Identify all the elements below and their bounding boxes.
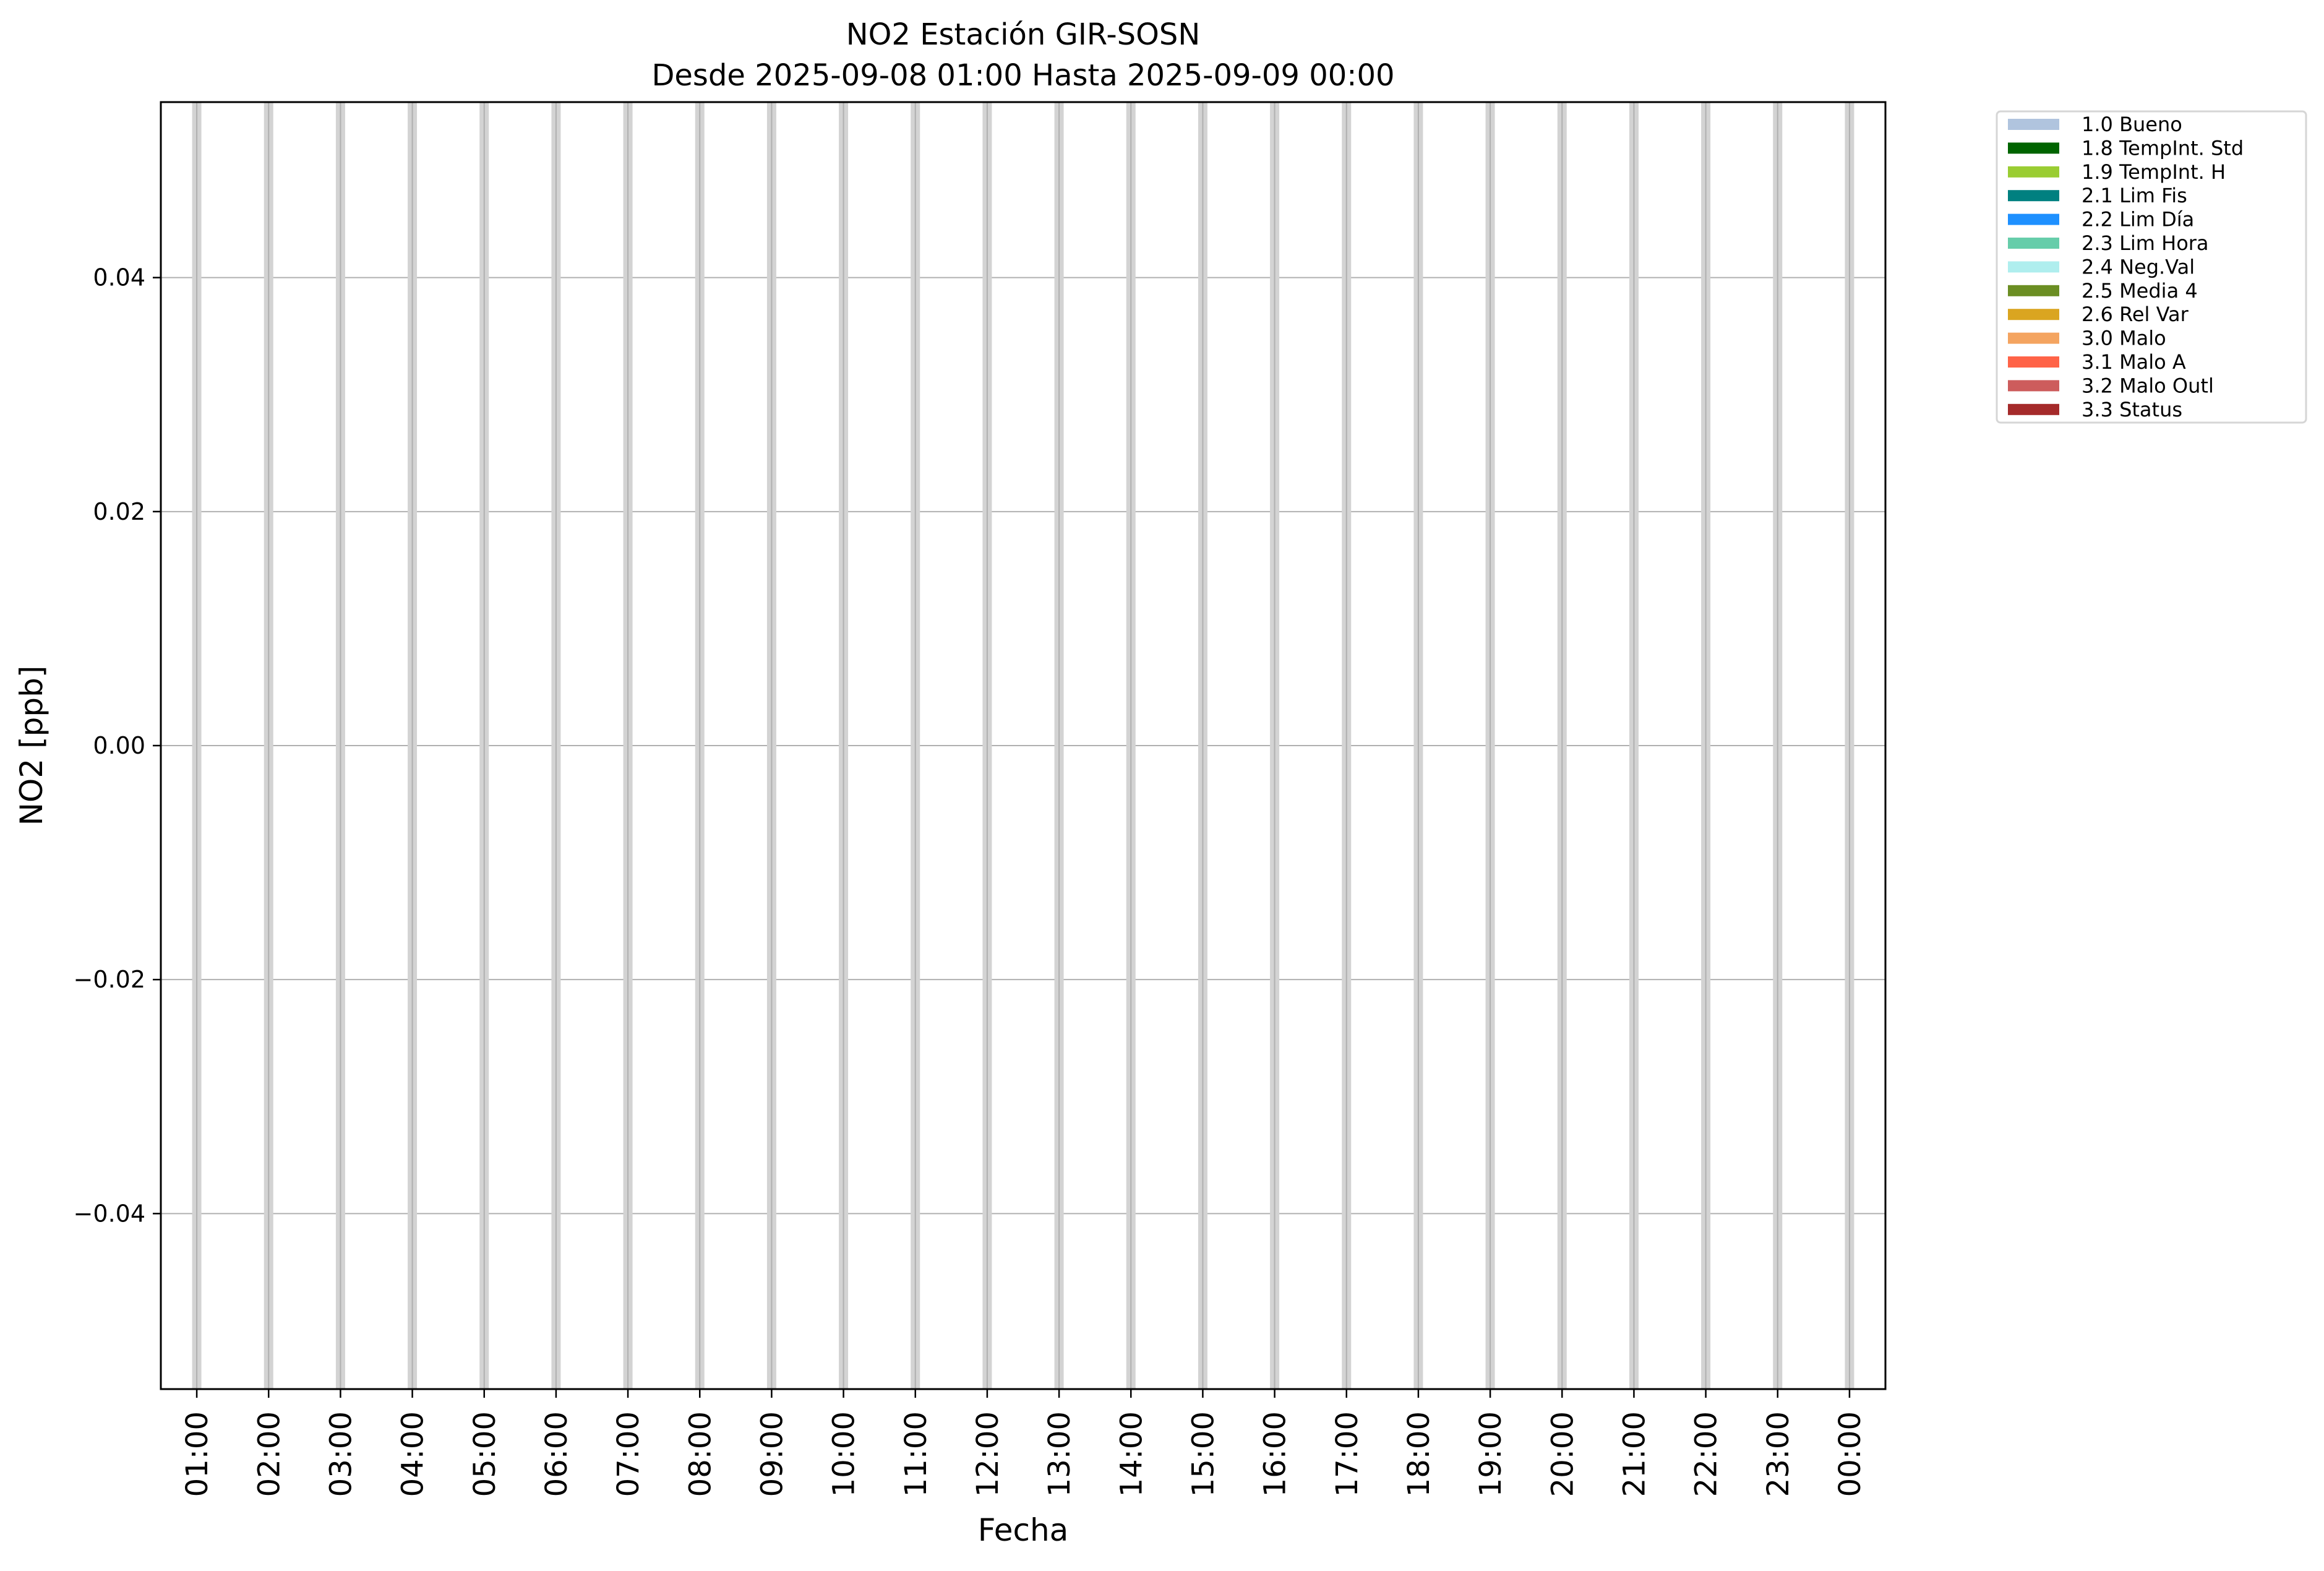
- y-tick-label: −0.02: [74, 966, 145, 993]
- chart-title: NO2 Estación GIR-SOSN: [846, 17, 1201, 52]
- legend-swatch: [2008, 356, 2059, 368]
- y-tick-label: −0.04: [74, 1200, 145, 1227]
- plot-area: −0.04 −0.02 0.00 0.02 0.04 01:00 02:00 03:00 04:…: [74, 101, 1887, 1497]
- legend-label: 1.9 TempInt. H: [2082, 160, 2226, 184]
- chart-subtitle: Desde 2025-09-08 01:00 Hasta 2025-09-09 …: [651, 58, 1394, 93]
- x-tick-label: 23:00: [1761, 1411, 1796, 1497]
- x-tick-label: 07:00: [611, 1411, 646, 1497]
- x-tick-label: 09:00: [755, 1411, 789, 1497]
- y-tick-label: 0.02: [93, 498, 145, 525]
- legend-swatch: [2008, 285, 2059, 296]
- legend-swatch: [2008, 238, 2059, 249]
- legend-swatch: [2008, 166, 2059, 178]
- x-tick-label: 22:00: [1689, 1411, 1724, 1497]
- y-tick-label: 0.00: [93, 732, 145, 759]
- legend-label: 2.5 Media 4: [2082, 279, 2198, 303]
- legend-label: 2.4 Neg.Val: [2082, 255, 2195, 278]
- x-tick-label: 00:00: [1833, 1411, 1867, 1497]
- legend-swatch: [2008, 261, 2059, 273]
- legend-label: 1.8 TempInt. Std: [2082, 136, 2244, 160]
- y-tick-label: 0.04: [93, 264, 145, 291]
- x-tick-label: 13:00: [1042, 1411, 1077, 1497]
- legend-label: 1.0 Bueno: [2082, 113, 2182, 136]
- x-tick-label: 06:00: [539, 1411, 574, 1497]
- axes-frame: [160, 101, 1887, 1390]
- x-tick-label: 02:00: [252, 1411, 286, 1497]
- y-axis-label: NO2 [ppb]: [14, 666, 49, 826]
- legend-label: 2.2 Lim Día: [2082, 208, 2194, 231]
- x-tick-label: 12:00: [971, 1411, 1005, 1497]
- legend-label: 3.1 Malo A: [2082, 350, 2186, 374]
- x-tick-label: 03:00: [324, 1411, 358, 1497]
- legend-label: 3.3 Status: [2082, 398, 2182, 421]
- legend-swatch: [2008, 309, 2059, 321]
- legend-label: 2.3 Lim Hora: [2082, 231, 2209, 255]
- legend-label: 2.6 Rel Var: [2082, 303, 2189, 326]
- legend-swatch: [2008, 332, 2059, 344]
- x-tick-label: 20:00: [1545, 1411, 1580, 1497]
- x-tick-label: 18:00: [1402, 1411, 1436, 1497]
- x-tick-label: 16:00: [1258, 1411, 1293, 1497]
- x-tick-label: 01:00: [180, 1411, 215, 1497]
- legend-swatch: [2008, 403, 2059, 415]
- legend-label: 2.1 Lim Fis: [2082, 184, 2187, 207]
- x-tick-label: 19:00: [1473, 1411, 1508, 1497]
- legend-swatch: [2008, 213, 2059, 225]
- x-tick-label: 21:00: [1617, 1411, 1652, 1497]
- x-tick-label: 15:00: [1186, 1411, 1220, 1497]
- x-axis-label: Fecha: [978, 1512, 1069, 1548]
- x-tick-label: 05:00: [468, 1411, 502, 1497]
- x-tick-label: 14:00: [1114, 1411, 1149, 1497]
- x-tick-label: 17:00: [1330, 1411, 1365, 1497]
- legend-box: [1996, 110, 2307, 424]
- x-tick-label: 08:00: [683, 1411, 718, 1497]
- x-tick-label: 04:00: [396, 1411, 431, 1497]
- legend-label: 3.2 Malo Outl: [2082, 374, 2214, 397]
- legend-swatch: [2008, 190, 2059, 202]
- x-tick-label: 11:00: [899, 1411, 933, 1497]
- x-tick-label: 10:00: [827, 1411, 862, 1497]
- legend-label: 3.0 Malo: [2082, 327, 2166, 350]
- legend-swatch: [2008, 142, 2059, 154]
- legend-swatch: [2008, 119, 2059, 130]
- legend-swatch: [2008, 380, 2059, 392]
